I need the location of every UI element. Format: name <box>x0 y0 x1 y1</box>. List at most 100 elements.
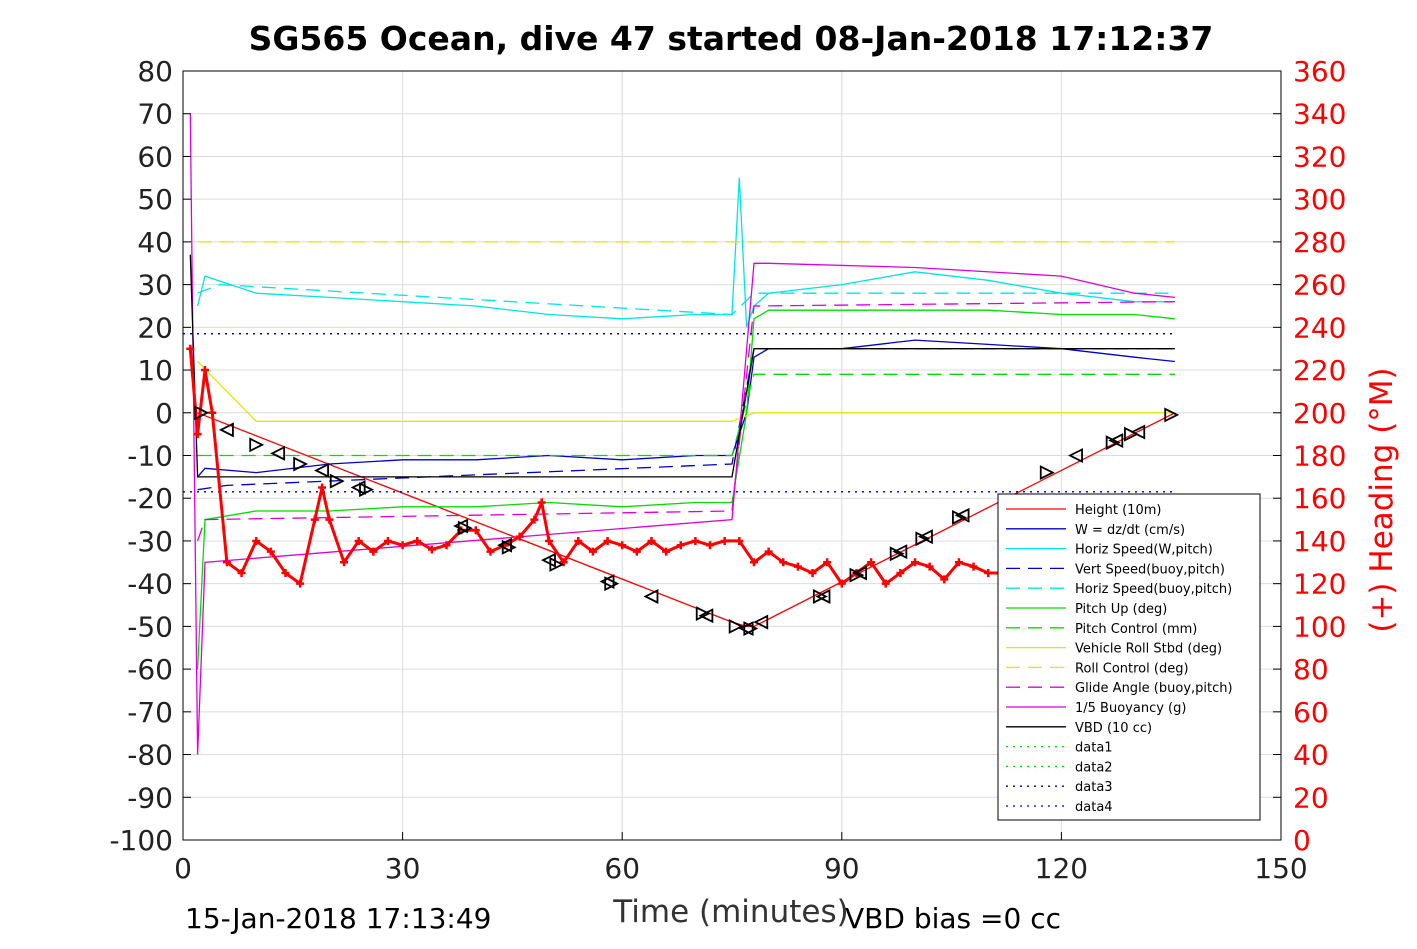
heading-point <box>354 536 363 545</box>
legend-label-1: W = dz/dt (cm/s) <box>1075 523 1185 538</box>
legend-label-3: Vert Speed(buoy,pitch) <box>1075 562 1225 577</box>
left-tick-label-13: -50 <box>127 610 173 643</box>
legend-label-15: data4 <box>1075 800 1113 815</box>
heading-point <box>471 526 480 535</box>
series-layer <box>183 113 1176 755</box>
left-tick-label-2: 60 <box>137 140 173 173</box>
left-tick-label-16: -80 <box>127 739 173 772</box>
right-tick-label-14: 80 <box>1293 653 1329 686</box>
right-axis-label: (+) Heading (°M) <box>1364 367 1400 632</box>
heading-point <box>193 430 202 439</box>
right-tick-label-2: 320 <box>1293 140 1346 173</box>
height-marker <box>549 556 565 572</box>
height-marker <box>815 589 831 604</box>
legend-label-0: Height (10m) <box>1075 503 1161 518</box>
right-tick-label-5: 260 <box>1293 269 1346 302</box>
heading-point <box>369 547 378 556</box>
heading-point <box>954 558 963 567</box>
heading-point <box>793 562 802 571</box>
heading-point <box>530 515 539 524</box>
left-tick-label-6: 20 <box>137 311 173 344</box>
right-tick-label-9: 180 <box>1293 440 1346 473</box>
heading-point <box>720 536 729 545</box>
series-line-vehicle-roll-stbd-deg <box>197 361 1175 422</box>
height-marker <box>350 480 366 495</box>
heading-point <box>515 532 524 541</box>
heading-point <box>618 541 627 550</box>
left-tick-label-4: 40 <box>137 226 173 259</box>
heading-point <box>823 558 832 567</box>
legend-label-13: data2 <box>1075 760 1113 775</box>
left-tick-label-17: -90 <box>127 781 173 814</box>
right-tick-label-16: 40 <box>1293 739 1329 772</box>
legend-label-2: Horiz Speed(W,pitch) <box>1075 543 1213 558</box>
heading-point <box>200 366 209 375</box>
heading-point <box>969 562 978 571</box>
chart-title: SG565 Ocean, dive 47 started 08-Jan-2018… <box>249 19 1214 58</box>
marker-layer <box>194 405 1180 636</box>
heading-point <box>837 579 846 588</box>
heading-point <box>186 344 195 353</box>
heading-point <box>266 547 275 556</box>
height-marker <box>728 618 744 634</box>
footer-timestamp: 15-Jan-2018 17:13:49 <box>185 902 491 935</box>
heading-point <box>545 536 553 545</box>
height-marker <box>917 529 933 545</box>
heading-point <box>647 536 656 545</box>
left-tick-label-7: 10 <box>137 354 173 387</box>
legend-label-4: Horiz Speed(buoy,pitch) <box>1075 582 1232 597</box>
x-tick-label-2: 60 <box>604 852 640 885</box>
legend-label-7: Vehicle Roll Stbd (deg) <box>1075 642 1222 657</box>
heading-point <box>779 558 788 567</box>
left-tick-label-1: 70 <box>137 98 173 131</box>
height-marker <box>643 589 659 604</box>
height-marker <box>457 520 473 536</box>
left-tick-label-8: 0 <box>155 397 173 430</box>
heading-point <box>867 558 876 567</box>
height-marker <box>329 473 345 489</box>
height-marker <box>1068 448 1083 463</box>
right-tick-label-1: 340 <box>1293 98 1346 131</box>
height-marker <box>698 608 714 624</box>
heading-point <box>442 541 451 550</box>
x-tick-label-4: 120 <box>1035 852 1088 885</box>
heading-point <box>325 515 334 524</box>
left-tick-label-18: -100 <box>109 824 173 857</box>
heading-point <box>310 515 319 524</box>
left-axis-ticks: 80 70 60 50 40 30 20 10 0 -10 -20 -30 -40 -50 -60 -70 -8… <box>109 55 191 857</box>
heading-point <box>662 547 671 556</box>
height-marker <box>249 437 265 453</box>
x-tick-label-3: 90 <box>824 852 860 885</box>
x-tick-label-0: 0 <box>174 852 192 885</box>
heading-point <box>925 562 934 571</box>
heading-point <box>237 568 246 577</box>
heading-point <box>808 568 817 577</box>
height-marker <box>293 456 309 472</box>
legend-label-14: data3 <box>1075 780 1113 795</box>
right-tick-label-3: 300 <box>1293 183 1346 216</box>
heading-point <box>296 579 305 588</box>
right-tick-label-6: 240 <box>1293 311 1346 344</box>
heading-point <box>764 547 773 556</box>
heading-point <box>691 536 700 545</box>
heading-point <box>588 547 597 556</box>
heading-point <box>383 536 392 545</box>
height-marker <box>1164 407 1180 423</box>
right-tick-label-18: 0 <box>1293 824 1311 857</box>
left-tick-label-10: -20 <box>127 482 173 515</box>
right-tick-label-17: 20 <box>1293 781 1329 814</box>
right-tick-label-0: 360 <box>1293 55 1346 88</box>
height-marker <box>501 539 517 555</box>
heading-point <box>984 568 993 577</box>
heading-point <box>559 558 568 567</box>
legend-label-9: Glide Angle (buoy,pitch) <box>1075 681 1233 696</box>
heading-point <box>208 408 217 417</box>
right-tick-label-13: 100 <box>1293 610 1346 643</box>
right-tick-label-8: 200 <box>1293 397 1346 430</box>
height-marker <box>218 422 234 438</box>
series-line-horiz-speed-buoy-pitch <box>197 283 1175 316</box>
right-tick-label-4: 280 <box>1293 226 1346 259</box>
right-tick-label-10: 160 <box>1293 482 1346 515</box>
heading-point <box>574 536 583 545</box>
